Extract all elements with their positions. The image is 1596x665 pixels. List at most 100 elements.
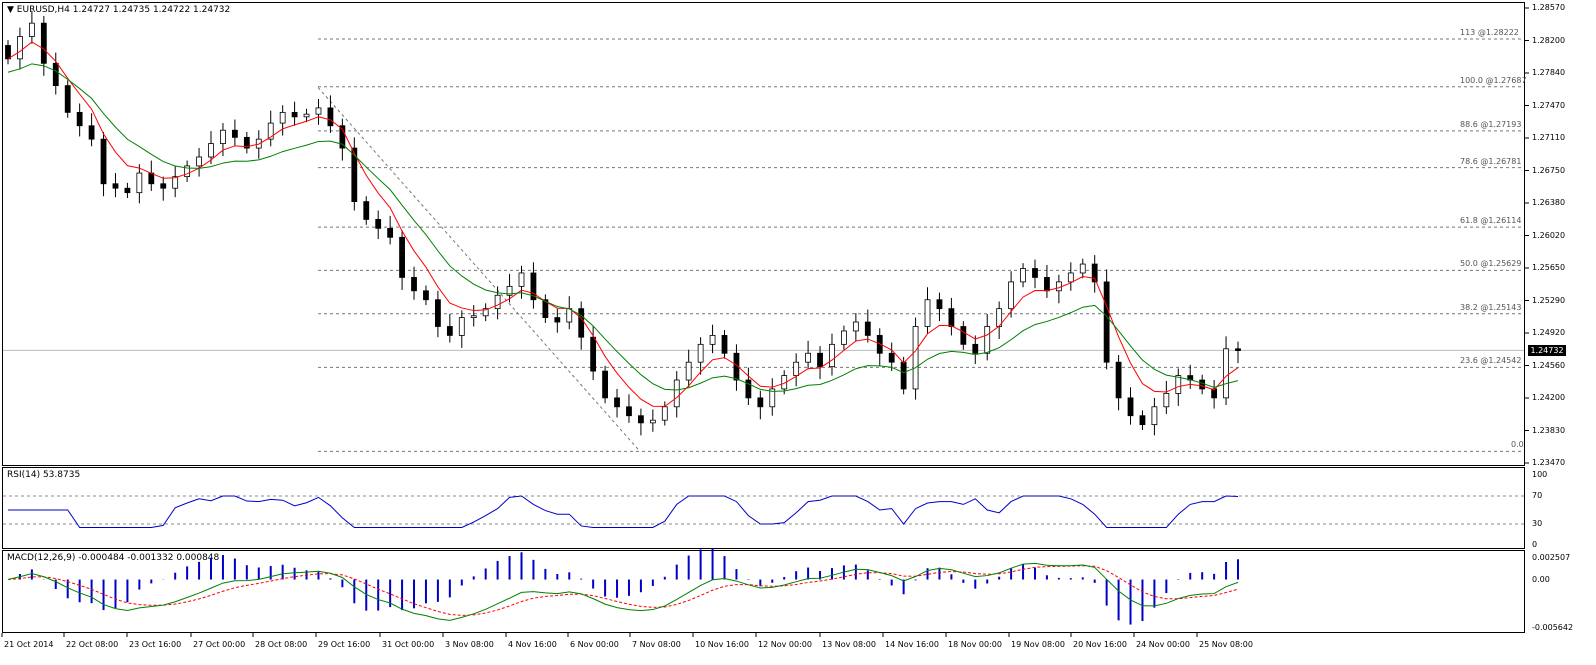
price-tick-label: 1.23830 <box>1532 425 1566 435</box>
candle <box>435 299 441 327</box>
candle <box>184 165 191 178</box>
candle <box>411 277 417 292</box>
candle <box>1235 348 1241 351</box>
candle <box>518 272 525 287</box>
price-chart-panel[interactable]: ▼ EURUSD,H4 1.24727 1.24735 1.24722 1.24… <box>2 2 1525 466</box>
candle <box>470 315 477 318</box>
macd-tick-label: -0.005642 <box>1532 623 1574 632</box>
time-tick-label: 19 Nov 08:00 <box>1011 640 1065 649</box>
candle <box>1127 397 1134 417</box>
candle <box>1008 281 1015 310</box>
candle <box>17 36 23 60</box>
candle <box>5 45 11 60</box>
candle <box>912 326 919 390</box>
candle <box>196 156 202 167</box>
macd-panel[interactable]: MACD(12,26,9) -0.000484 -0.001332 0.0008… <box>2 550 1525 633</box>
time-tick-label: 14 Nov 16:00 <box>885 640 939 649</box>
candle <box>1079 263 1086 274</box>
candle <box>709 335 716 345</box>
fib-level-label: 50.0 @1.25629 <box>1460 259 1522 269</box>
candle <box>40 22 47 64</box>
price-tick-label: 1.26380 <box>1532 198 1566 207</box>
candle <box>446 326 453 336</box>
candle <box>864 321 871 336</box>
candle <box>852 321 859 332</box>
rsi-line <box>8 495 1239 528</box>
price-tick-label: 1.24560 <box>1532 360 1566 370</box>
price-tick-label: 1.24200 <box>1532 393 1566 402</box>
candle <box>506 285 513 296</box>
candle <box>697 343 704 363</box>
candle <box>614 397 620 408</box>
candle <box>649 419 656 424</box>
candle <box>399 236 405 278</box>
candle <box>900 361 907 390</box>
price-tick-label: 1.27840 <box>1532 68 1566 77</box>
time-tick-label: 3 Nov 08:00 <box>445 640 494 649</box>
candle <box>339 125 346 149</box>
fib-level-label: 88.6 @1.27193 <box>1460 119 1522 129</box>
candle <box>984 326 991 354</box>
candle <box>1151 406 1158 426</box>
candle <box>530 272 537 301</box>
candle <box>148 172 155 185</box>
candle <box>291 111 298 118</box>
price-tick-label: 1.24920 <box>1532 328 1566 337</box>
candle <box>363 201 370 220</box>
candle <box>1115 361 1122 399</box>
candle <box>1163 393 1170 408</box>
candle <box>303 113 310 118</box>
candle <box>423 290 429 301</box>
candle <box>924 299 931 327</box>
time-tick-label: 24 Nov 00:00 <box>1136 640 1190 649</box>
candle <box>972 343 979 354</box>
candle <box>28 22 35 37</box>
time-tick-label: 6 Nov 00:00 <box>570 640 619 649</box>
candle <box>1199 379 1206 390</box>
time-tick-label: 21 Oct 2014 <box>4 640 54 649</box>
rsi-tick-label: 70 <box>1532 491 1543 500</box>
candle <box>208 143 214 158</box>
candle <box>494 294 501 310</box>
time-tick-label: 27 Oct 00:00 <box>193 640 246 649</box>
candle <box>112 183 119 189</box>
macd-tick-label: 0.00 <box>1532 574 1550 584</box>
candle <box>243 136 250 149</box>
candle <box>554 317 561 323</box>
candle <box>1091 263 1098 283</box>
macd-label: MACD(12,26,9) -0.000484 -0.001332 0.0008… <box>7 553 220 563</box>
fib-level-label: 113 @1.28222 <box>1460 28 1519 38</box>
candle <box>220 129 226 145</box>
price-tick-label: 1.25650 <box>1532 263 1566 272</box>
fib-level-label: 61.8 @1.26114 <box>1460 216 1522 226</box>
fib-level-label: 23.6 @1.24542 <box>1460 356 1522 366</box>
fib-anchor-line <box>317 87 641 452</box>
candle <box>315 107 322 115</box>
fast-moving-average-line <box>7 41 1239 407</box>
fib-level-label: 38.2 @1.25143 <box>1460 302 1522 312</box>
candle <box>482 308 489 317</box>
candle <box>76 111 83 127</box>
rsi-tick-label: 100 <box>1532 470 1548 479</box>
price-tick-label: 1.27110 <box>1532 133 1566 142</box>
candle <box>829 343 835 368</box>
rsi-panel[interactable]: RSI(14) 53.8735 <box>2 467 1525 549</box>
candle <box>136 172 143 194</box>
candle <box>1032 268 1038 278</box>
candle <box>1020 268 1026 283</box>
rsi-tick-label: 30 <box>1532 519 1543 528</box>
fib-level-label: 100.0 @1.27687 <box>1460 75 1527 85</box>
time-tick-label: 13 Nov 08:00 <box>822 640 876 649</box>
fib-level-label: 78.6 @1.26781 <box>1460 156 1522 166</box>
candle <box>960 326 967 345</box>
candle <box>745 379 752 399</box>
candle <box>638 415 644 424</box>
time-tick-label: 28 Oct 08:00 <box>255 640 308 649</box>
candle <box>673 379 680 408</box>
time-tick-label: 31 Oct 00:00 <box>382 640 435 649</box>
candle <box>841 330 847 345</box>
candle <box>1044 277 1050 292</box>
candle <box>1223 348 1229 399</box>
time-tick-label: 23 Oct 16:00 <box>129 640 182 649</box>
time-tick-label: 25 Nov 08:00 <box>1199 640 1253 649</box>
